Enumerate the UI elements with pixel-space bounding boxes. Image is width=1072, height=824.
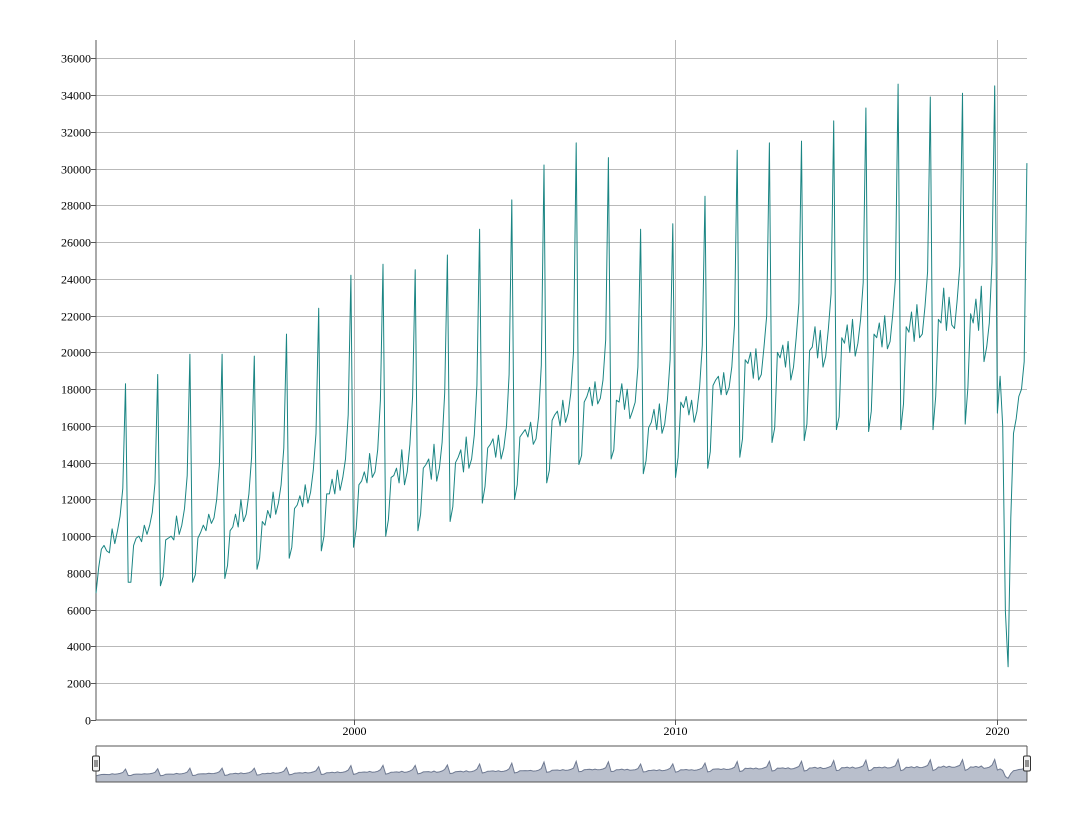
navigator-series-area	[95, 757, 1028, 783]
y-tick-label: 28000	[61, 199, 91, 213]
navigator-right-handle[interactable]	[1023, 755, 1031, 772]
y-tick-label: 10000	[61, 530, 91, 544]
y-tick-label: 8000	[67, 567, 91, 581]
series-line	[95, 83, 1028, 668]
navigator-left-handle[interactable]	[92, 755, 100, 772]
y-tick-label: 22000	[61, 310, 91, 324]
y-tick-label: 4000	[67, 640, 91, 654]
y-tick-label: 34000	[61, 89, 91, 103]
x-tick-label: 2000	[343, 724, 367, 738]
plot-area[interactable]	[95, 83, 1028, 668]
y-tick-label: 36000	[61, 52, 91, 66]
y-tick-label: 24000	[61, 273, 91, 287]
y-tick-label: 6000	[67, 604, 91, 618]
y-tick-label: 2000	[67, 677, 91, 691]
x-tick-label: 2010	[664, 724, 688, 738]
y-tick-label: 14000	[61, 457, 91, 471]
x-tick-label: 2020	[986, 724, 1010, 738]
y-tick-label: 12000	[61, 493, 91, 507]
y-tick-label: 30000	[61, 163, 91, 177]
y-tick-label: 20000	[61, 346, 91, 360]
y-tick-label: 26000	[61, 236, 91, 250]
y-axis-ticks: 0 2000 4000 6000 8000 10000 12000 14000 16000 180…	[61, 52, 96, 728]
grid-lines	[96, 40, 1027, 720]
y-tick-label: 32000	[61, 126, 91, 140]
axes	[95, 40, 1027, 721]
navigator[interactable]	[92, 745, 1031, 783]
y-tick-label: 0	[85, 714, 91, 728]
x-axis-ticks: 2000 2010 2020	[343, 720, 1010, 738]
y-tick-label: 18000	[61, 383, 91, 397]
y-tick-label: 16000	[61, 420, 91, 434]
